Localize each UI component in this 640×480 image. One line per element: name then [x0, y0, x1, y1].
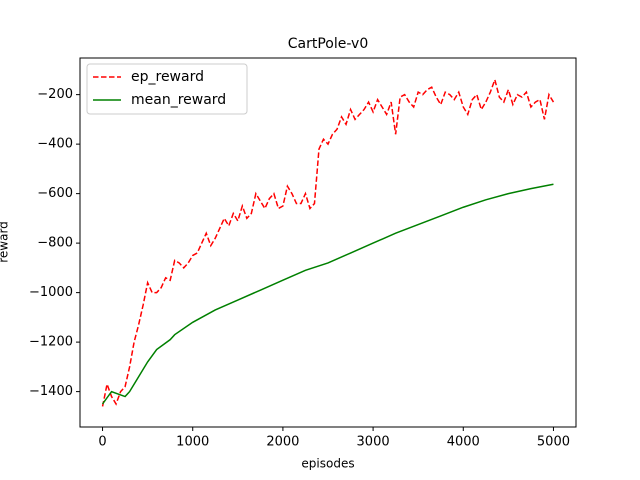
x-tick-label: 1000: [176, 435, 209, 450]
y-axis-label: reward: [0, 221, 11, 263]
y-tick-label: −200: [37, 87, 73, 102]
x-tick-label: 2000: [266, 435, 299, 450]
legend-label: ep_reward: [131, 69, 204, 85]
y-tick-label: −1000: [29, 285, 73, 300]
axes-frame: [79, 57, 577, 428]
x-tick-label: 4000: [447, 435, 480, 450]
y-tick-label: −1200: [29, 335, 73, 350]
y-tick-label: −800: [37, 236, 73, 251]
y-tick-label: −400: [37, 137, 73, 152]
x-tick-label: 5000: [537, 435, 570, 450]
legend-box: [86, 63, 248, 115]
legend-label: mean_reward: [131, 92, 226, 108]
y-tick-label: −1400: [29, 384, 73, 399]
chart-title: CartPole-v0: [288, 36, 368, 52]
x-tick-label: 3000: [357, 435, 390, 450]
series-line: [101, 77, 555, 407]
x-tick-label: 0: [98, 435, 106, 450]
series-line: [101, 183, 554, 405]
x-axis-label: episodes: [301, 457, 354, 471]
y-tick-label: −600: [37, 186, 73, 201]
